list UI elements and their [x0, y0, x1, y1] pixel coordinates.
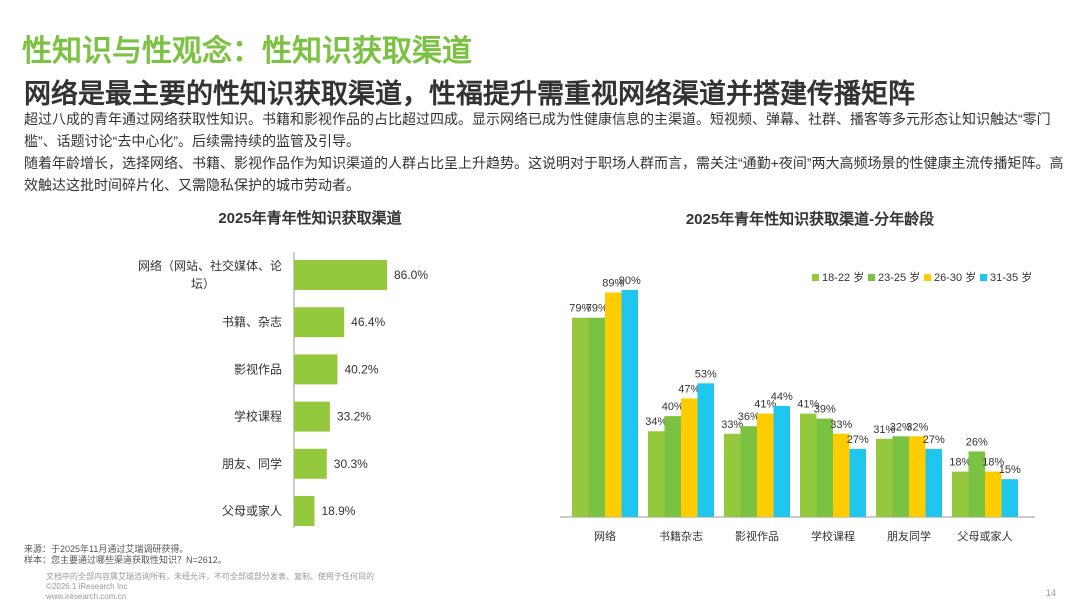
chart1-bar	[294, 496, 315, 526]
chart2-value-label: 79%	[586, 303, 608, 315]
chart2-bar	[909, 436, 926, 517]
chart2-category-label: 学校课程	[811, 529, 855, 543]
disclaimer: 文档中的全部内容属艾瑞咨询所有，未经允许，不可全部或部分发表、复制、使用于任何目…	[46, 572, 374, 602]
chart1-value-label: 30.3%	[334, 457, 368, 471]
chart2-bar	[833, 433, 850, 517]
chart2-bar	[757, 413, 774, 517]
chart2-value-label: 33%	[830, 419, 852, 431]
chart1-category-label: 学校课程	[234, 409, 282, 424]
chart2-value-label: 18%	[982, 457, 1004, 469]
chart2-bar	[773, 406, 790, 517]
chart1-category-label: 父母或家人	[222, 503, 282, 518]
chart2-bar	[724, 433, 741, 517]
chart2-legend-swatch	[980, 274, 987, 281]
chart1-bar	[294, 448, 327, 479]
chart2-value-label: 32%	[890, 421, 912, 433]
chart2-bar	[800, 413, 817, 517]
chart1-category-label: 影视作品	[234, 361, 282, 376]
chart2-legend-label: 23-25 岁	[878, 270, 920, 284]
chart1-category-label: 朋友、同学	[222, 456, 282, 471]
source-note: 来源：于2025年11月通过艾瑞调研获得。 样本：您主要通过哪些渠道获取性知识？…	[24, 544, 227, 566]
chart1-bar	[294, 260, 387, 290]
chart2-bar	[621, 290, 638, 517]
chart2-legend-swatch	[812, 274, 819, 281]
chart1-value-label: 33.2%	[337, 410, 371, 424]
copyright-line: ©2026.1 iResearch Inc	[46, 582, 128, 591]
chart2-bar	[816, 418, 833, 517]
chart2-value-label: 34%	[645, 416, 667, 428]
chart2-bar	[952, 471, 969, 517]
chart2-legend-label: 26-30 岁	[934, 270, 976, 284]
chart2-value-label: 47%	[678, 383, 700, 395]
chart2-value-label: 27%	[847, 434, 869, 446]
chart2-bar	[876, 438, 893, 517]
summary-paragraph-1: 超过八成的青年通过网络获取性知识。书籍和影视作品的占比超过四成。显示网络已成为性…	[24, 111, 1051, 149]
chart1-bar	[294, 307, 345, 338]
chart2-value-label: 36%	[738, 411, 760, 423]
page-subtitle: 网络是最主要的性知识获取渠道，性福提升需重视网络渠道并搭建传播矩阵	[24, 79, 915, 109]
page-number: 14	[1046, 588, 1057, 598]
chart1-bar	[294, 401, 330, 432]
page-title: 性知识与性观念：性知识获取渠道	[22, 35, 472, 68]
chart2-value-label: 90%	[619, 275, 641, 287]
chart2-bar	[740, 426, 757, 517]
chart2-value-label: 41%	[754, 399, 776, 411]
chart2-value-label: 89%	[602, 278, 624, 290]
chart2-value-label: 33%	[721, 419, 743, 431]
chart1-value-label: 40.2%	[344, 362, 378, 376]
chart2-legend-swatch	[868, 274, 875, 281]
chart2-value-label: 41%	[797, 399, 819, 411]
chart2-value-label: 15%	[999, 464, 1021, 476]
chart2-bar	[664, 416, 681, 517]
chart2-category-label: 朋友同学	[887, 529, 931, 543]
chart2-value-label: 79%	[569, 303, 591, 315]
chart2-value-label: 31%	[873, 424, 895, 436]
chart2-legend-swatch	[924, 274, 931, 281]
chart2-category-label: 影视作品	[735, 529, 779, 543]
summary-paragraph-2: 随着年龄增长，选择网络、书籍、影视作品作为知识渠道的人群占比呈上升趋势。这说明对…	[24, 155, 1064, 193]
chart2-value-label: 18%	[949, 457, 971, 469]
chart2-value-label: 53%	[695, 368, 717, 380]
chart2-bar	[648, 431, 665, 517]
chart1-title: 2025年青年性知识获取渠道	[218, 210, 402, 227]
chart1-bar	[294, 354, 338, 385]
chart1-category-label: 网络（网站、社交媒体、论	[138, 258, 282, 273]
chart2-bar	[849, 448, 866, 517]
source-line: 来源：于2025年11月通过艾瑞调研获得。	[24, 544, 189, 554]
chart2-bar	[605, 292, 622, 517]
chart2-value-label: 27%	[923, 434, 945, 446]
chart2-legend-label: 18-22 岁	[822, 270, 864, 284]
sample-line: 样本：您主要通过哪些渠道获取性知识？N=2612。	[24, 555, 227, 565]
chart2-value-label: 44%	[771, 391, 793, 403]
chart2-category-label: 父母或家人	[958, 529, 1013, 543]
chart2-value-label: 26%	[966, 436, 988, 448]
chart1-category-label: 书籍、杂志	[222, 314, 282, 329]
chart2-category-label: 网络	[594, 529, 616, 543]
chart2-bar	[985, 471, 1002, 517]
chart2-bar	[588, 317, 605, 517]
chart2-value-label: 32%	[906, 421, 928, 433]
chart1-value-label: 86.0%	[394, 268, 428, 282]
chart2-bar	[697, 383, 714, 517]
chart2-bar	[681, 398, 698, 517]
chart2-bar	[925, 448, 942, 517]
chart2-bar	[968, 451, 985, 517]
chart1-value-label: 18.9%	[321, 504, 355, 518]
chart2-title: 2025年青年性知识获取渠道-分年龄段	[685, 211, 935, 228]
chart1-category-label: 坛）	[191, 277, 215, 291]
chart2-bar	[1001, 479, 1018, 517]
chart2-legend-label: 31-35 岁	[990, 270, 1032, 284]
chart2-category-label: 书籍杂志	[659, 529, 703, 543]
chart1-value-label: 46.4%	[351, 315, 385, 329]
chart2-value-label: 40%	[662, 401, 684, 413]
chart2-bar	[892, 436, 909, 517]
disclaimer-line: 文档中的全部内容属艾瑞咨询所有，未经允许，不可全部或部分发表、复制、使用于任何目…	[46, 572, 374, 581]
website-line: www.iresearch.com.cn	[46, 592, 127, 601]
chart2-value-label: 39%	[814, 404, 836, 416]
chart2-bar	[572, 317, 589, 517]
